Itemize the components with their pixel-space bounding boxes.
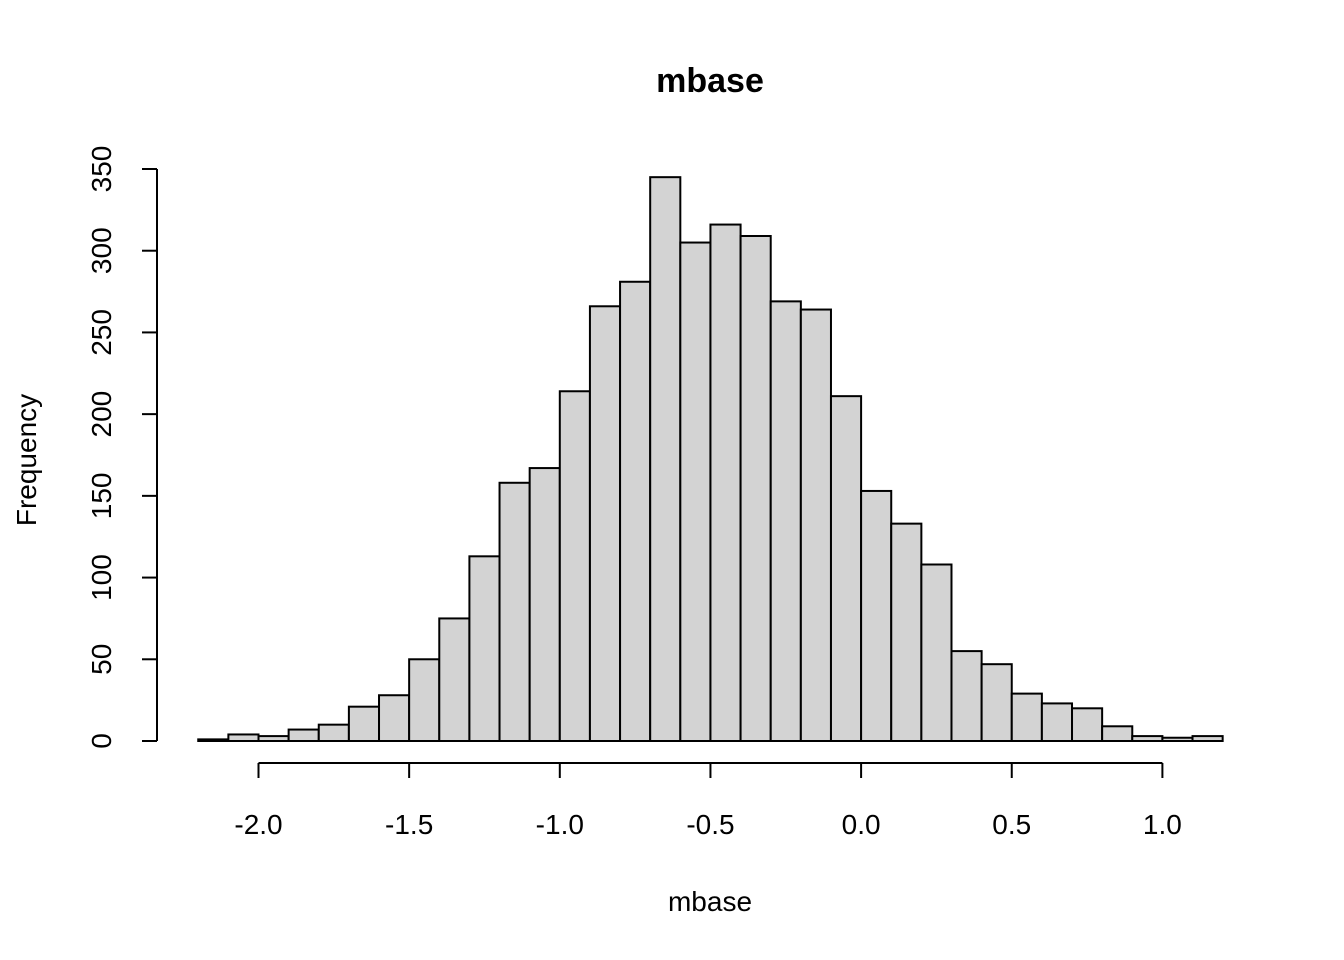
histogram-bar [679, 241, 712, 742]
x-axis-label: mbase [668, 886, 752, 917]
histogram-bar [378, 694, 411, 742]
histogram-bar [317, 723, 350, 742]
x-tick-label: 0.0 [842, 809, 881, 840]
histogram-bar [890, 522, 923, 743]
x-tick-label: -2.0 [234, 809, 282, 840]
x-tick-label: -0.5 [686, 809, 734, 840]
histogram-bar [257, 735, 290, 742]
x-tick-label: -1.5 [385, 809, 433, 840]
histogram-bar [1191, 735, 1224, 742]
histogram-bar [1040, 702, 1074, 742]
histogram-bars [197, 176, 1224, 743]
y-tick-label: 350 [86, 146, 117, 193]
histogram-bar [287, 728, 320, 742]
histogram-bar [769, 300, 802, 742]
histogram-bar [709, 223, 742, 742]
histogram-bar [408, 658, 441, 743]
y-tick-label: 150 [86, 473, 117, 520]
histogram-bar [498, 481, 531, 742]
y-tick-label: 200 [86, 391, 117, 438]
histogram-bar [799, 308, 832, 742]
histogram-bar [1161, 736, 1194, 742]
y-tick-label: 50 [86, 644, 117, 675]
histogram-bar [468, 555, 501, 742]
histogram-bar [619, 280, 652, 742]
histogram-bar [588, 305, 622, 742]
histogram-bar [649, 176, 682, 743]
histogram-bar [829, 395, 863, 742]
y-tick-label: 250 [86, 309, 117, 356]
histogram-bar [860, 489, 893, 743]
histogram-bar [558, 390, 591, 742]
histogram-bar [739, 235, 772, 742]
histogram-bar [1101, 725, 1134, 742]
y-axis: 0 50 100 150 200 250 300 350 [86, 146, 158, 749]
histogram-bar [197, 738, 230, 742]
histogram-bar [347, 705, 381, 742]
histogram-bar [920, 563, 953, 742]
histogram-bar [980, 663, 1013, 742]
x-tick-label: -1.0 [536, 809, 584, 840]
chart-title: mbase [656, 62, 764, 100]
y-tick-label: 300 [86, 227, 117, 274]
histogram-bar [950, 650, 983, 742]
histogram-bar [227, 733, 260, 743]
x-axis: -2.0 -1.5 -1.0 -0.5 0.0 0.5 1.0 [234, 762, 1182, 840]
histogram-bar [1010, 692, 1043, 742]
y-tick-label: 0 [86, 733, 117, 749]
x-tick-label: 0.5 [992, 809, 1031, 840]
y-tick-label: 100 [86, 554, 117, 601]
histogram-bar [528, 467, 561, 742]
x-tick-label: 1.0 [1143, 809, 1182, 840]
y-axis-label: Frequency [11, 394, 42, 526]
histogram-bar [1131, 735, 1164, 742]
histogram-bar [1071, 707, 1104, 742]
histogram-bar [438, 617, 471, 742]
